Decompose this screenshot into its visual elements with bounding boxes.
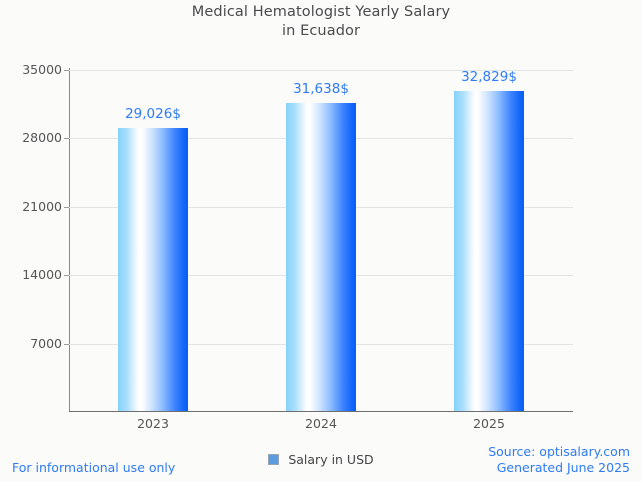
chart-title-line-1: Medical Hematologist Yearly Salary [191, 4, 451, 20]
bar-group-2024: 31,638$ 2024 [237, 60, 405, 431]
source-text: Source: optisalary.com [488, 444, 630, 459]
bar-value-label-2024: 31,638$ [293, 80, 349, 97]
chart-legend: Salary in USD [0, 452, 642, 467]
x-tick-label-2023: 2023 [137, 416, 169, 431]
bar-value-label-2025: 32,829$ [461, 69, 517, 86]
y-tick-mark-21000 [64, 207, 69, 208]
x-axis-line [69, 411, 573, 412]
y-tick-mark-35000 [64, 70, 69, 71]
x-tick-label-2025: 2025 [473, 416, 505, 431]
bar-group-2025: 32,829$ 2025 [405, 60, 573, 431]
legend-swatch-icon [268, 454, 280, 465]
bar-2023[interactable] [118, 128, 188, 411]
y-tick-label-21000: 21000 [22, 199, 62, 214]
chart-title: Medical Hematologist Yearly Salary in Ecu… [0, 3, 642, 41]
y-tick-label-7000: 7000 [30, 336, 62, 351]
bar-group-2023: 29,026$ 2023 [69, 60, 237, 431]
generated-text: Generated June 2025 [496, 460, 630, 475]
y-tick-mark-7000 [64, 344, 69, 345]
y-axis-labels: 35000 28000 21000 14000 7000 [0, 60, 62, 411]
plot-area: 29,026$ 2023 31,638$ 2024 32,829$ 2025 [64, 60, 573, 431]
disclaimer-text: For informational use only [12, 460, 176, 475]
y-tick-mark-14000 [64, 275, 69, 276]
bar-2025[interactable] [454, 91, 524, 411]
gridline-35000 [69, 70, 573, 71]
y-tick-mark-28000 [64, 138, 69, 139]
x-tick-label-2024: 2024 [305, 416, 337, 431]
y-tick-label-14000: 14000 [22, 267, 62, 282]
y-tick-label-35000: 35000 [22, 62, 62, 77]
y-tick-label-28000: 28000 [22, 130, 62, 145]
bar-value-label-2023: 29,026$ [125, 106, 181, 123]
y-axis-line [69, 68, 70, 411]
source-block: Source: optisalary.com Generated June 20… [488, 444, 630, 476]
chart-title-line-2: in Ecuador [281, 23, 361, 39]
bar-2024[interactable] [286, 102, 356, 411]
legend-item-salary-in-usd[interactable]: Salary in USD [288, 452, 374, 467]
